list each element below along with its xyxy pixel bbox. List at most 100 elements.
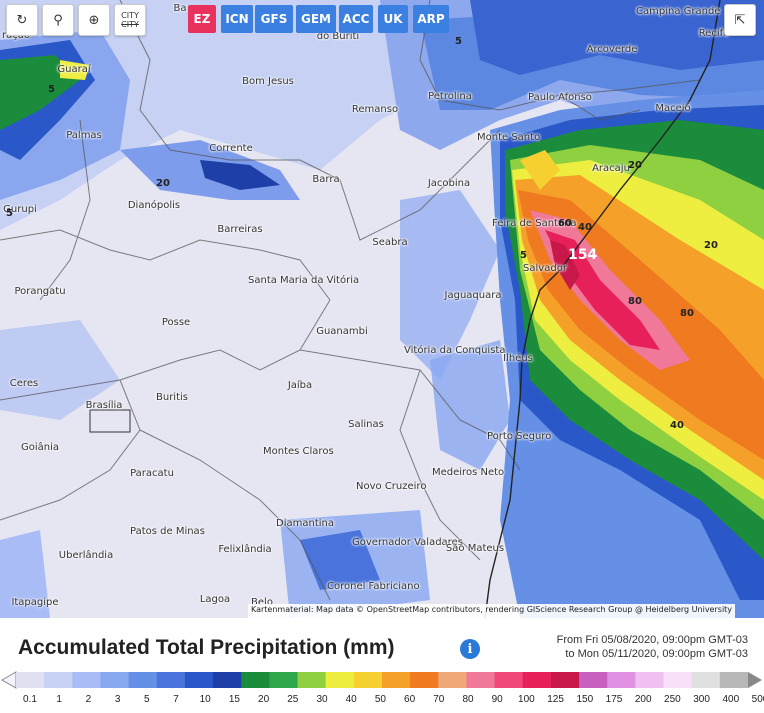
city-label: Gurupi	[0, 204, 50, 215]
city-label: Paulo Afonso	[528, 92, 592, 103]
scale-swatch	[550, 672, 580, 688]
city-name: Brasília	[85, 400, 123, 411]
city-label: Porto Seguro	[487, 431, 551, 442]
scale-tick-label: 250	[664, 694, 681, 705]
contour-label: 20	[156, 178, 170, 189]
city-name: Vitória da Conquista	[404, 345, 506, 356]
scale-tick-label: 400	[722, 694, 740, 705]
city-name: Ilhéus	[503, 353, 533, 364]
scale-tick-label: 25	[287, 694, 299, 705]
precipitation-map[interactable]: Bom Jesus Remanso Petrolina Paulo Afonso Arc…	[0, 0, 764, 618]
scale-tick-label: 500	[751, 694, 764, 705]
contour-label: 5	[455, 36, 462, 47]
city-label: do Buriti	[308, 31, 368, 42]
location-button[interactable]: ⚲	[42, 4, 74, 36]
info-icon[interactable]: i	[460, 639, 480, 659]
scale-swatch	[382, 672, 411, 688]
city-name: Patos de Minas	[130, 526, 205, 537]
scale-swatch	[16, 672, 45, 688]
refresh-button[interactable]: ↻	[6, 4, 38, 36]
city-name: Recife	[698, 28, 730, 39]
contour-label: 80	[680, 308, 694, 319]
city-name: Jaíba	[287, 380, 313, 391]
city-name: Guaraí	[57, 64, 91, 75]
model-button-acc[interactable]: ACC	[339, 5, 373, 33]
scale-swatch	[100, 672, 130, 688]
city-name: Campina Grande	[636, 6, 721, 17]
city-label: Corrente	[201, 143, 261, 154]
scale-tick-label: 15	[228, 694, 240, 705]
city-label: Bom Jesus	[238, 76, 298, 87]
city-name: Governador Valadares	[352, 537, 463, 548]
zoom-icon: ⊕	[88, 12, 100, 28]
city-name: Medeiros Neto	[432, 467, 505, 478]
model-button-icn[interactable]: ICN	[221, 5, 253, 33]
scale-swatch	[213, 672, 242, 688]
model-button-gfs[interactable]: GFS	[255, 5, 293, 33]
share-button[interactable]: ⇱	[724, 4, 756, 36]
city-name: Lagoa	[199, 594, 231, 605]
city-label-bottom: CITY	[121, 20, 139, 29]
city-label: Porangatu	[10, 286, 70, 297]
city-label: Jaguaquara	[443, 290, 503, 301]
city-toggle-button[interactable]: CITY CITY	[114, 4, 146, 36]
scale-swatch	[494, 672, 524, 688]
model-button-gem[interactable]: GEM	[296, 5, 336, 33]
city-name: Guanambi	[316, 326, 368, 337]
city-label: Petrolina	[420, 91, 480, 102]
city-label: Goiânia	[10, 442, 70, 453]
city-label: Buritis	[142, 392, 202, 403]
city-label: São Mateus	[445, 543, 505, 554]
scale-tick-label: 40	[345, 694, 357, 705]
city-label: Salvador	[515, 263, 575, 274]
city-label: Salinas	[336, 419, 396, 430]
model-button-uk[interactable]: UK	[378, 5, 408, 33]
city-name: Barreiras	[217, 224, 263, 235]
city-label: Jacobina	[419, 178, 479, 189]
city-name: Corrente	[209, 143, 253, 154]
color-scale	[0, 671, 762, 689]
scale-swatch	[269, 672, 299, 688]
scale-swatch	[325, 672, 355, 688]
city-label: Dianópolis	[124, 200, 184, 211]
city-name: do Buriti	[316, 31, 360, 42]
city-name: Paulo Afonso	[528, 92, 592, 103]
city-name: Barra	[312, 174, 340, 185]
city-name: Novo Cruzeiro	[356, 481, 427, 492]
city-name: Jaguaquara	[444, 290, 502, 301]
scale-tick-label: 3	[114, 694, 121, 705]
contour-label: 20	[628, 160, 642, 171]
city-name: Paracatu	[130, 468, 174, 479]
city-label: Guanambi	[312, 326, 372, 337]
scale-tick-label: 80	[462, 694, 474, 705]
city-label: Patos de Minas	[130, 526, 205, 537]
city-label: Recife	[684, 28, 744, 39]
legend-title: Accumulated Total Precipitation (mm)	[18, 636, 395, 659]
model-button-arp[interactable]: ARP	[413, 5, 449, 33]
scale-tick-label: 30	[316, 694, 328, 705]
city-name: Santa Maria da Vitória	[248, 275, 360, 286]
city-label: Uberlândia	[56, 550, 116, 561]
scale-swatch	[156, 672, 186, 688]
city-label: Belo	[232, 597, 292, 608]
contour-label: 40	[670, 420, 684, 431]
city-name: Jacobina	[427, 178, 471, 189]
city-name: Salvador	[523, 263, 567, 274]
city-name: Posse	[161, 317, 191, 328]
share-icon: ⇱	[734, 12, 746, 28]
scale-tick-label: 5	[144, 694, 150, 705]
zoom-button[interactable]: ⊕	[78, 4, 110, 36]
scale-tick-label: 125	[547, 694, 564, 705]
city-label: Montes Claros	[263, 446, 334, 457]
city-name: Remanso	[351, 104, 399, 115]
contour-label: 5	[48, 84, 55, 95]
city-name: Ba	[173, 3, 187, 14]
city-name: Salinas	[348, 419, 384, 430]
city-label: Ba	[150, 3, 210, 14]
city-label: Jaíba	[270, 380, 330, 391]
scale-tick-label: 90	[491, 694, 503, 705]
scale-tick-label: 60	[404, 694, 416, 705]
city-label: Ceres	[0, 378, 54, 389]
model-button-ez[interactable]: EZ	[188, 5, 216, 33]
city-label: Palmas	[54, 130, 114, 141]
